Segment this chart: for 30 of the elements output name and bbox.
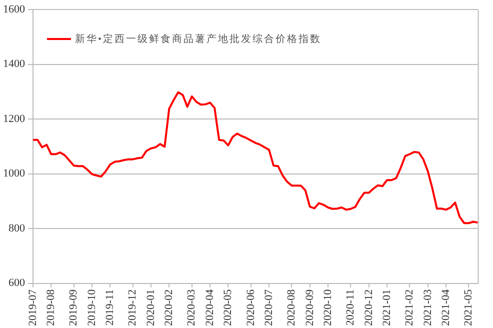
x-tick-label: 2019-09 [68, 288, 80, 326]
x-tick-label: 2021-03 [422, 288, 434, 326]
x-tick-label: 2020-04 [204, 288, 216, 326]
x-tick-label: 2020-12 [362, 289, 375, 326]
legend-label: 新华•定西一级鲜食商品薯产地批发综合价格指数 [75, 32, 322, 46]
x-tick-label: 2020-11 [344, 289, 357, 326]
x-tick-label: 2020-07 [262, 288, 275, 326]
y-tick-label: 1000 [3, 168, 26, 180]
x-tick-label: 2019-10 [86, 288, 98, 326]
x-tick-label: 2021-01 [380, 289, 393, 326]
x-tick-label: 2021-04 [440, 288, 452, 326]
y-tick-label: 600 [8, 277, 26, 290]
y-tick-label: 1200 [3, 112, 26, 125]
x-tick-label: 2021-02 [404, 289, 416, 326]
x-tick-label: 2019-12 [126, 289, 139, 326]
y-tick-label: 1600 [3, 3, 26, 16]
x-tick-label: 2020-05 [222, 288, 234, 326]
x-tick-label: 2019-08 [45, 288, 58, 326]
x-tick-label: 2019-07 [26, 288, 39, 326]
x-tick-label: 2020-08 [286, 288, 298, 326]
x-tick-label: 2021-05 [462, 288, 475, 326]
x-tick-label: 2020-06 [244, 288, 257, 326]
x-tick-label: 2020-10 [322, 288, 334, 326]
x-tick-label: 2020-02 [163, 289, 176, 326]
y-tick-label: 800 [8, 222, 26, 234]
x-tick-label: 2020-01 [144, 289, 157, 326]
x-tick-label: 2020-03 [186, 288, 198, 326]
x-tick-label: 2019-11 [104, 289, 116, 326]
x-tick-label: 2020-09 [304, 288, 316, 326]
y-tick-label: 1400 [3, 58, 26, 70]
